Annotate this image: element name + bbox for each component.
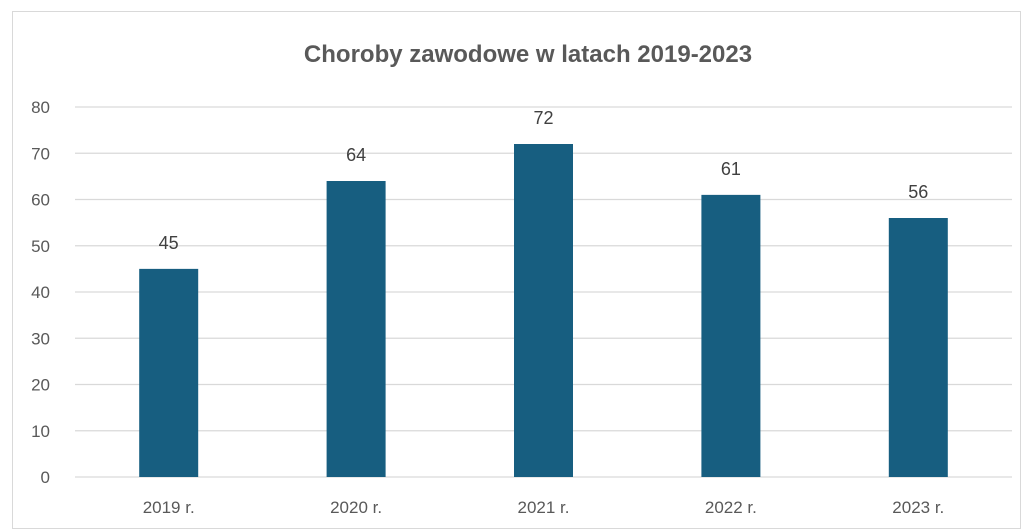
x-axis-ticks: 2019 r. 2020 r. 2021 r. 2022 r. 2023 r.: [143, 498, 945, 517]
x-tick-label: 2019 r.: [143, 498, 195, 517]
y-tick-label: 10: [31, 422, 50, 441]
data-label: 61: [721, 159, 741, 179]
data-label: 45: [159, 233, 179, 253]
y-tick-label: 0: [41, 468, 50, 487]
data-label: 56: [908, 182, 928, 202]
bars: [139, 144, 948, 477]
chart-title: Choroby zawodowe w latach 2019-2023: [304, 41, 752, 68]
y-tick-label: 60: [31, 191, 50, 210]
y-tick-label: 80: [31, 98, 50, 117]
bar: [888, 218, 948, 477]
x-tick-label: 2021 r.: [518, 498, 570, 517]
x-tick-label: 2023 r.: [892, 498, 944, 517]
y-tick-label: 20: [31, 376, 50, 395]
bar: [139, 268, 199, 477]
y-axis-ticks: 0 10 20 30 40 50 60 70 80: [31, 98, 50, 487]
bar: [326, 181, 386, 477]
data-labels: 45 64 72 61 56: [159, 108, 929, 253]
bar: [701, 194, 761, 477]
data-label: 72: [533, 108, 553, 128]
y-tick-label: 40: [31, 283, 50, 302]
y-tick-label: 70: [31, 144, 50, 163]
bar: [514, 144, 573, 477]
data-label: 64: [346, 145, 366, 165]
y-tick-label: 50: [31, 237, 50, 256]
y-tick-label: 30: [31, 329, 50, 348]
x-tick-label: 2020 r.: [330, 498, 382, 517]
x-tick-label: 2022 r.: [705, 498, 757, 517]
